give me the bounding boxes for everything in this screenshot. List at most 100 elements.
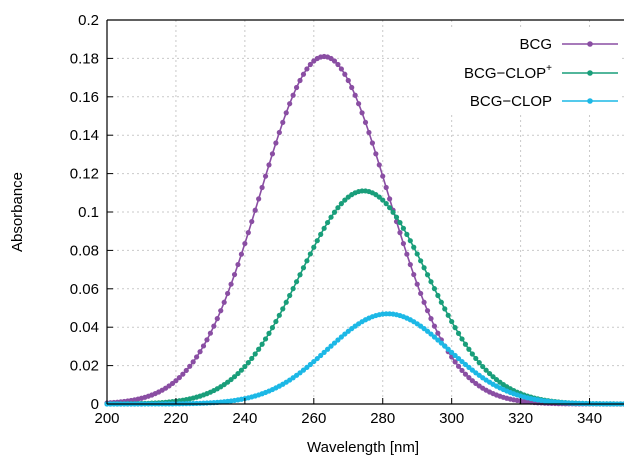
data-point [338,66,344,72]
x-tick-label: 300 [439,410,464,427]
data-point [435,292,441,299]
data-point [442,343,448,349]
legend: BCG BCG−CLOP+ BCG−CLOP [464,36,618,110]
data-point [297,77,303,84]
data-point [245,230,251,236]
x-tick-label: 220 [163,410,188,427]
data-point [314,355,320,362]
data-point [455,355,462,362]
data-point [376,162,382,168]
x-axis-label: Wavelength [nm] [307,439,419,456]
data-point [486,370,493,377]
data-point [280,119,286,126]
data-point [238,251,245,257]
data-point [418,290,424,297]
data-point [249,355,255,362]
y-tick-label: 0.2 [78,12,99,29]
data-point [342,197,348,203]
data-point [304,66,310,72]
data-point [424,272,431,278]
y-tick-label: 0.06 [70,281,99,298]
data-point [335,61,341,68]
data-point [349,84,355,91]
data-point [380,173,386,179]
y-tick-label: 0.1 [78,204,99,221]
data-point [404,251,410,257]
data-point [307,361,313,368]
data-point [438,340,444,346]
data-point [307,251,313,257]
data-point [397,230,403,236]
data-point [300,265,307,271]
data-point [400,225,407,231]
data-point [297,272,303,278]
data-point [287,292,293,299]
data-point [307,61,313,68]
x-tick-label: 320 [508,410,533,427]
data-point [290,286,296,292]
data-point [318,231,324,237]
data-point [452,325,458,331]
data-point [300,71,307,77]
data-point [445,312,451,318]
data-point [252,351,258,357]
data-point [304,364,310,370]
data-point [256,346,262,352]
data-point [421,299,427,305]
data-point [269,325,276,331]
y-axis-label: Absorbance [9,172,26,252]
data-point [249,218,255,225]
data-point [252,207,258,213]
data-point [283,110,289,116]
data-point [242,363,248,370]
data-point [345,77,351,84]
data-point [400,240,407,247]
data-point [362,119,369,126]
data-point [390,209,396,215]
tick-labels: 200 220 240 260 280 300 320 340 0 0.02 0.04 0.06 0.0… [70,12,602,427]
data-point [235,261,241,268]
data-point [387,196,393,202]
data-point [228,281,234,287]
data-point [238,367,245,373]
data-point [190,359,196,365]
series-2 [104,311,624,407]
data-point [366,129,372,136]
data-point [328,343,334,349]
data-point [293,84,300,91]
data-point [204,337,210,343]
series-line [107,312,624,405]
data-point [228,376,234,383]
data-point [376,194,382,200]
data-point [431,286,438,292]
data-point [352,92,358,98]
data-point [387,205,393,211]
data-point [414,251,420,257]
data-point [266,330,272,336]
y-tick-label: 0.14 [70,127,99,144]
data-point [449,318,455,325]
data-point [187,363,193,369]
y-tick-label: 0 [91,396,99,413]
data-point [459,358,465,365]
data-point [438,299,444,305]
y-tick-label: 0.18 [70,50,99,67]
axes [106,19,624,405]
data-point [404,231,410,237]
data-point [256,196,262,202]
data-point [428,279,434,285]
data-point [335,205,341,211]
data-point [183,367,189,374]
data-point [235,370,241,377]
data-point [200,343,207,349]
data-point [318,352,324,359]
data-point [304,258,310,264]
data-point [462,371,469,377]
data-point [221,299,227,305]
data-point [356,101,362,107]
data-point [245,360,251,366]
y-tick-label: 0.12 [70,166,99,183]
data-point [269,151,276,157]
data-point [459,336,465,342]
legend-label: BCG−CLOP+ [464,63,552,82]
